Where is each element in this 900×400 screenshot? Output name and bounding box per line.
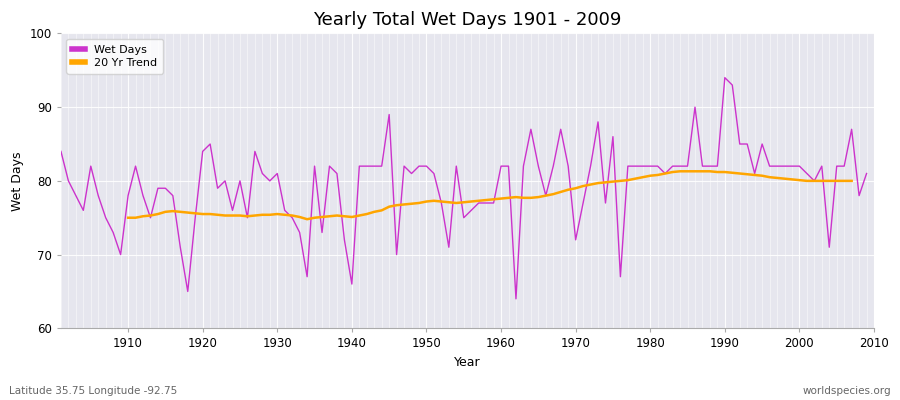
Line: Wet Days: Wet Days: [61, 78, 867, 299]
Legend: Wet Days, 20 Yr Trend: Wet Days, 20 Yr Trend: [67, 39, 163, 74]
Wet Days: [496, 164, 507, 168]
Wet Days: [592, 120, 603, 124]
Title: Yearly Total Wet Days 1901 - 2009: Yearly Total Wet Days 1901 - 2009: [313, 11, 622, 29]
20 Yr Trend: [473, 198, 484, 203]
Wet Days: [719, 75, 730, 80]
Wet Days: [861, 171, 872, 176]
20 Yr Trend: [846, 178, 857, 183]
Wet Days: [510, 296, 521, 301]
20 Yr Trend: [167, 209, 178, 214]
X-axis label: Year: Year: [454, 356, 481, 369]
Text: Latitude 35.75 Longitude -92.75: Latitude 35.75 Longitude -92.75: [9, 386, 177, 396]
Line: 20 Yr Trend: 20 Yr Trend: [128, 171, 851, 219]
Y-axis label: Wet Days: Wet Days: [11, 151, 24, 211]
20 Yr Trend: [689, 169, 700, 174]
Wet Days: [56, 149, 67, 154]
20 Yr Trend: [585, 182, 596, 187]
20 Yr Trend: [302, 217, 312, 222]
Wet Days: [488, 200, 499, 205]
20 Yr Trend: [533, 195, 544, 200]
Text: worldspecies.org: worldspecies.org: [803, 386, 891, 396]
Wet Days: [279, 208, 290, 213]
20 Yr Trend: [122, 215, 133, 220]
Wet Days: [324, 164, 335, 168]
20 Yr Trend: [183, 210, 194, 215]
Wet Days: [115, 252, 126, 257]
20 Yr Trend: [675, 169, 686, 174]
